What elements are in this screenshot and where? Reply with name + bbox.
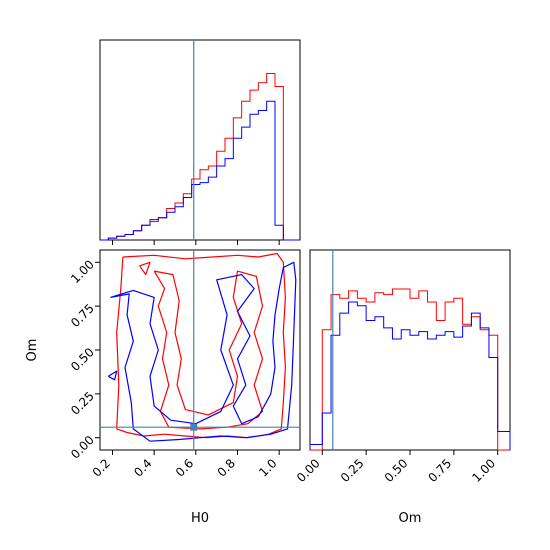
h0-histogram-panel [99, 39, 301, 245]
histogram-series-blue [100, 100, 300, 241]
om-histogram-series [309, 288, 511, 451]
h0-histogram-frame [99, 39, 301, 241]
ytick-label-0: 0.00 [68, 433, 97, 462]
xlabel-om: Om [399, 511, 422, 526]
truth-marker [190, 423, 198, 431]
h0-histogram-series [100, 73, 300, 241]
xtick-label-3: 0.75 [426, 456, 455, 485]
xtick-label-0: 0.00 [294, 456, 323, 485]
ytick-label-4: 1.00 [68, 257, 97, 286]
om-histogram-xticks: 0.00 0.25 0.50 0.75 1.00 [294, 450, 499, 485]
xtick-label-1: 0.4 [131, 456, 154, 479]
histogram-series-blue [309, 301, 511, 450]
contour-red-0 [116, 252, 286, 439]
xtick-label-4: 1.00 [469, 456, 498, 485]
ytick-label-2: 0.50 [68, 345, 97, 374]
xtick-label-0: 0.2 [90, 456, 113, 479]
contour-xticks: 0.2 0.4 0.6 0.8 1.0 [90, 450, 280, 480]
contour-yticks: 0.00 0.25 0.50 0.75 1.00 [68, 257, 100, 462]
xtick-label-4: 1.0 [256, 456, 279, 479]
contour-truth-lines [100, 250, 300, 450]
xtick-label-2: 0.6 [173, 456, 196, 479]
om-histogram-panel: 0.00 0.25 0.50 0.75 1.00 Om [294, 249, 511, 526]
om-histogram-frame [309, 249, 511, 451]
contour-red-1 [153, 270, 264, 430]
xlabel-h0: H0 [191, 511, 209, 526]
ytick-label-3: 0.75 [68, 301, 97, 330]
ytick-label-1: 0.25 [68, 389, 97, 418]
contour-blue-0 [110, 261, 297, 442]
h0-histogram-xticks [112, 240, 280, 245]
xtick-label-3: 0.8 [215, 456, 238, 479]
xtick-label-1: 0.25 [338, 456, 367, 485]
contour-series [107, 252, 297, 442]
xtick-label-2: 0.50 [382, 456, 411, 485]
ylabel-om: Om [25, 339, 40, 362]
contour-blue-1 [107, 370, 118, 381]
contour-red-2 [139, 261, 151, 276]
h0-om-contour-panel: 0.2 0.4 0.6 0.8 1.0 0.000.250.500.751.00 H0 … [25, 249, 301, 526]
